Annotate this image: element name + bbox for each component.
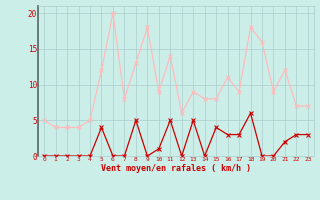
X-axis label: Vent moyen/en rafales ( km/h ): Vent moyen/en rafales ( km/h ): [101, 164, 251, 173]
